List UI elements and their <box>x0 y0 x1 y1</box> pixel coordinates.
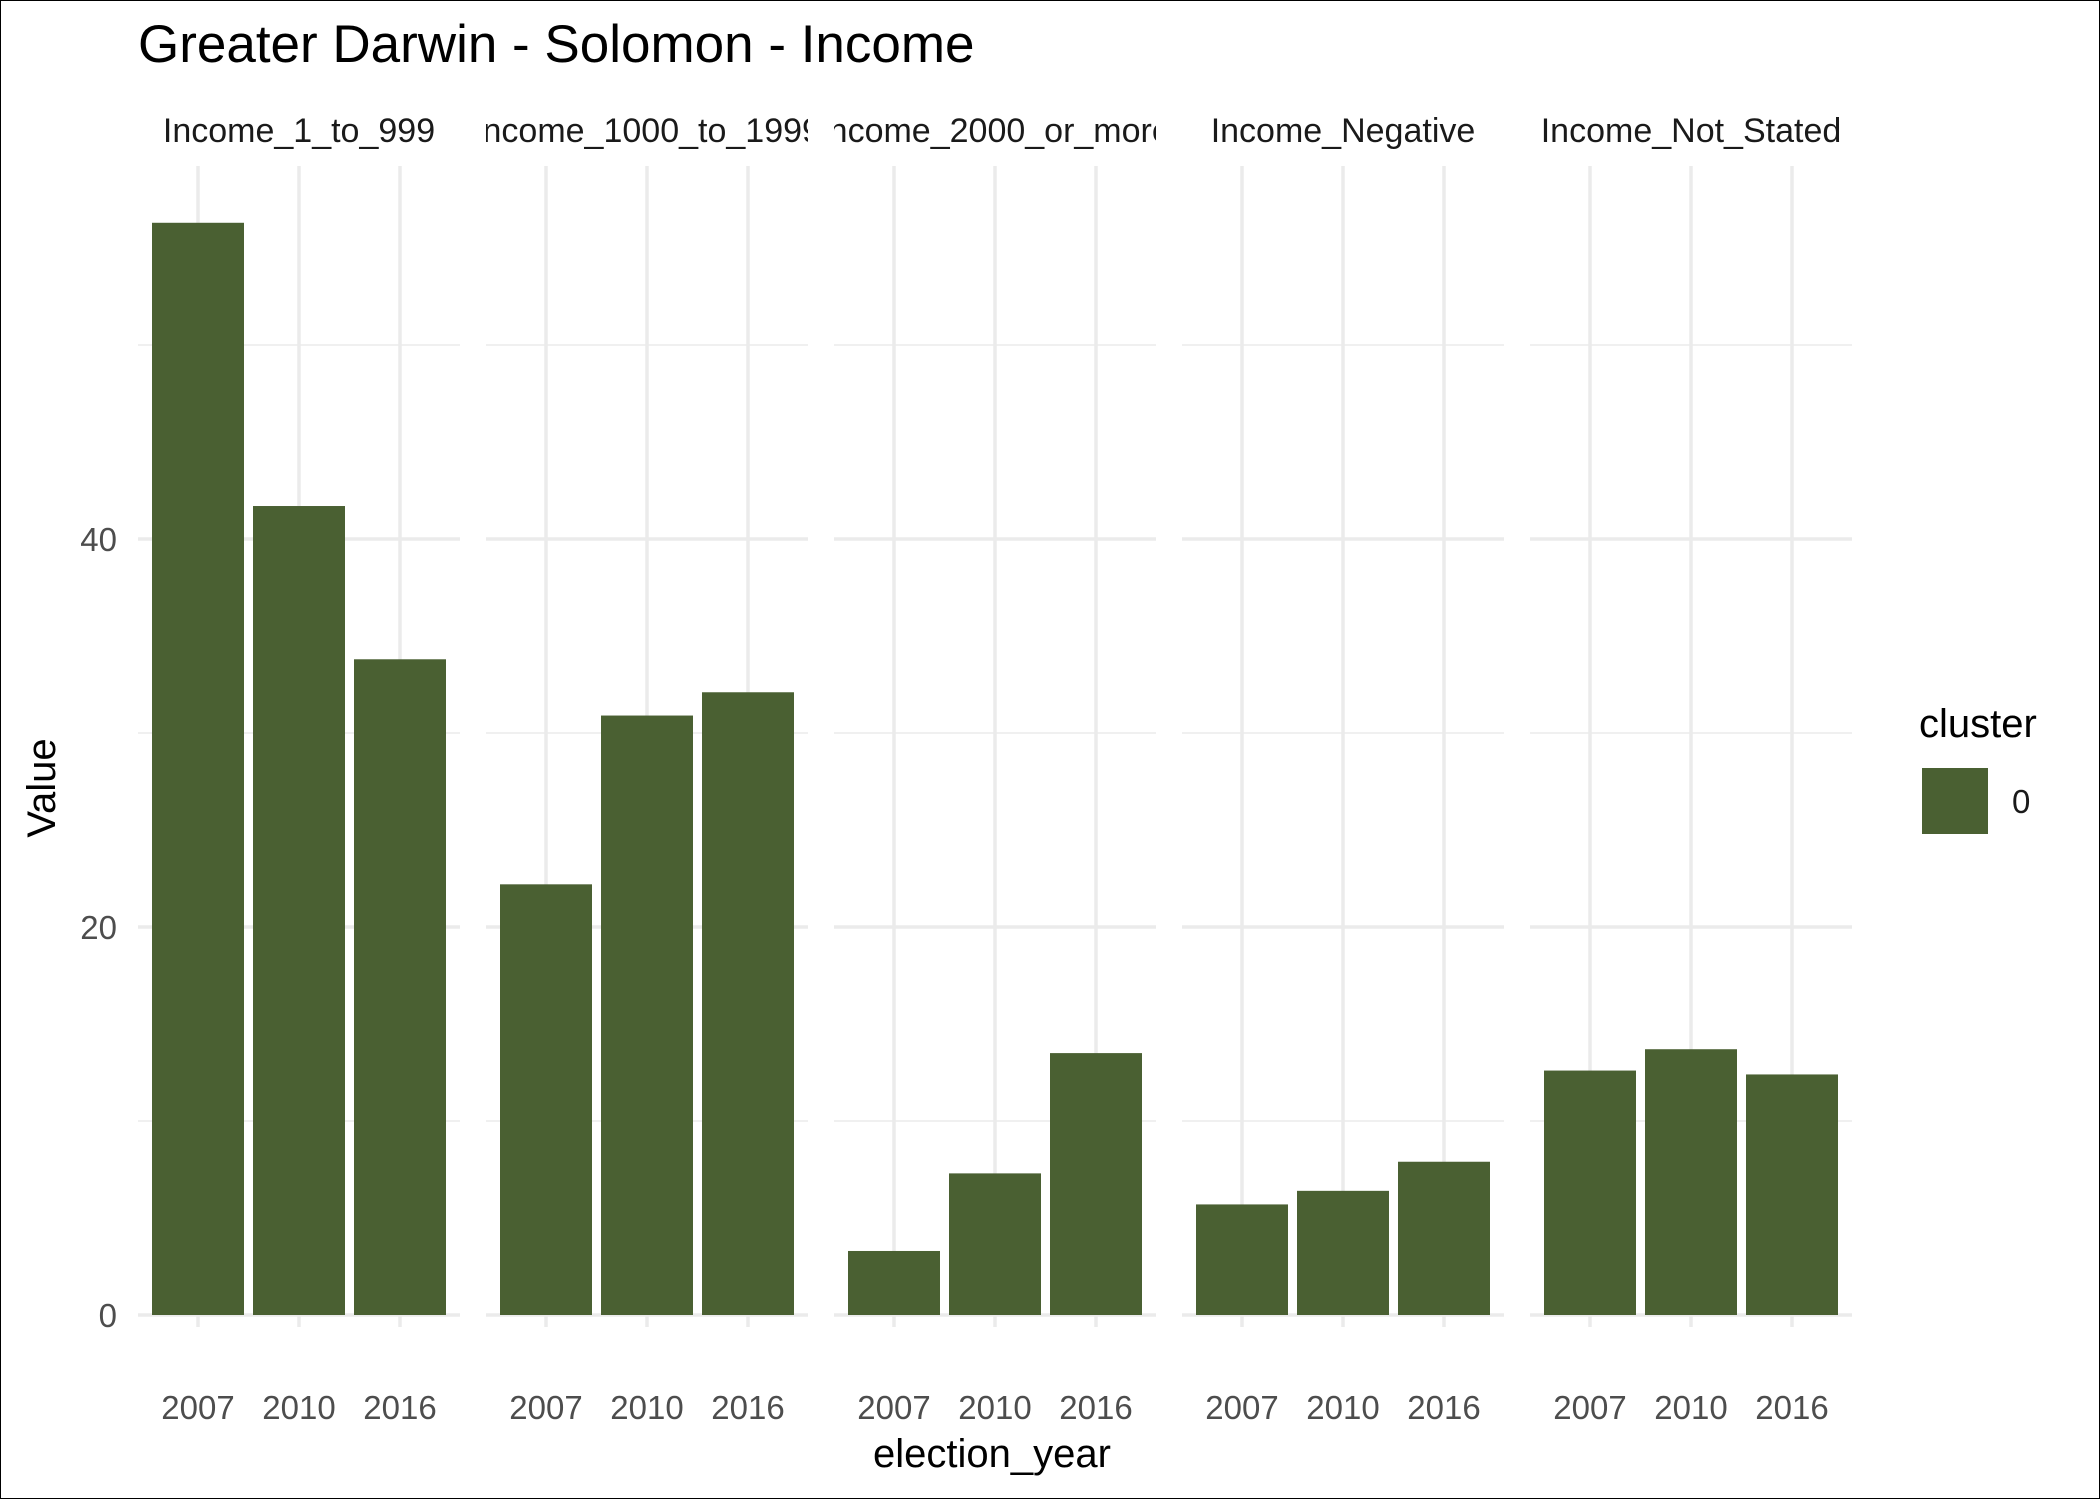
x-tick-label: 2007 <box>1553 1389 1626 1426</box>
bar <box>253 506 345 1315</box>
x-tick-label: 2010 <box>1654 1389 1727 1426</box>
legend: cluster 0 <box>1919 702 2037 834</box>
bar <box>1398 1161 1490 1315</box>
bar <box>601 715 693 1315</box>
x-tick-label: 2007 <box>857 1389 930 1426</box>
facet-label: Income_Not_Stated <box>1541 112 1842 150</box>
x-tick-label: 2010 <box>262 1389 335 1426</box>
bar <box>848 1250 940 1315</box>
y-tick-label: 20 <box>80 909 117 946</box>
bar <box>1544 1070 1636 1315</box>
x-tick-label: 2016 <box>363 1389 436 1426</box>
x-tick-label: 2010 <box>610 1389 683 1426</box>
facet-panel: Income_1000_to_1999 2007 2010 2016 <box>473 112 821 1426</box>
chart-title: Greater Darwin - Solomon - Income <box>138 15 975 74</box>
facet-label: Income_2000_or_more <box>819 112 1171 150</box>
bar <box>1746 1074 1838 1315</box>
facet-label: Income_Negative <box>1211 112 1476 150</box>
x-tick-label: 2016 <box>1407 1389 1480 1426</box>
y-tick-label: 0 <box>99 1297 117 1334</box>
x-tick-label: 2016 <box>1755 1389 1828 1426</box>
x-tick-label: 2007 <box>509 1389 582 1426</box>
bar <box>354 659 446 1315</box>
bar <box>1297 1190 1389 1315</box>
x-tick-label: 2010 <box>958 1389 1031 1426</box>
y-axis-title: Value <box>20 738 64 837</box>
bar <box>152 222 244 1315</box>
facet-label: Income_1000_to_1999 <box>473 112 821 150</box>
y-axis: 0 20 40 <box>80 521 117 1334</box>
x-tick-label: 2010 <box>1306 1389 1379 1426</box>
bar <box>1050 1053 1142 1315</box>
legend-key <box>1922 768 1988 834</box>
x-tick-label: 2007 <box>161 1389 234 1426</box>
x-tick-label: 2016 <box>711 1389 784 1426</box>
legend-title: cluster <box>1919 702 2037 746</box>
facet-panel: Income_Not_Stated 2007 2010 2016 <box>1530 112 1852 1426</box>
bar <box>1645 1049 1737 1315</box>
bar <box>702 692 794 1315</box>
y-tick-label: 40 <box>80 521 117 558</box>
bar <box>1196 1204 1288 1315</box>
facet-panel: Income_1_to_999 2007 2010 2016 <box>138 112 460 1426</box>
x-tick-label: 2007 <box>1205 1389 1278 1426</box>
x-axis-title: election_year <box>873 1432 1111 1476</box>
facet-panel: Income_Negative 2007 2010 2016 <box>1182 112 1504 1426</box>
bar <box>949 1173 1041 1315</box>
facet-panel: Income_2000_or_more 2007 2010 2016 <box>819 112 1171 1426</box>
legend-label: 0 <box>2012 783 2030 820</box>
facet-label: Income_1_to_999 <box>163 112 435 150</box>
x-tick-label: 2016 <box>1059 1389 1132 1426</box>
bar <box>500 884 592 1315</box>
